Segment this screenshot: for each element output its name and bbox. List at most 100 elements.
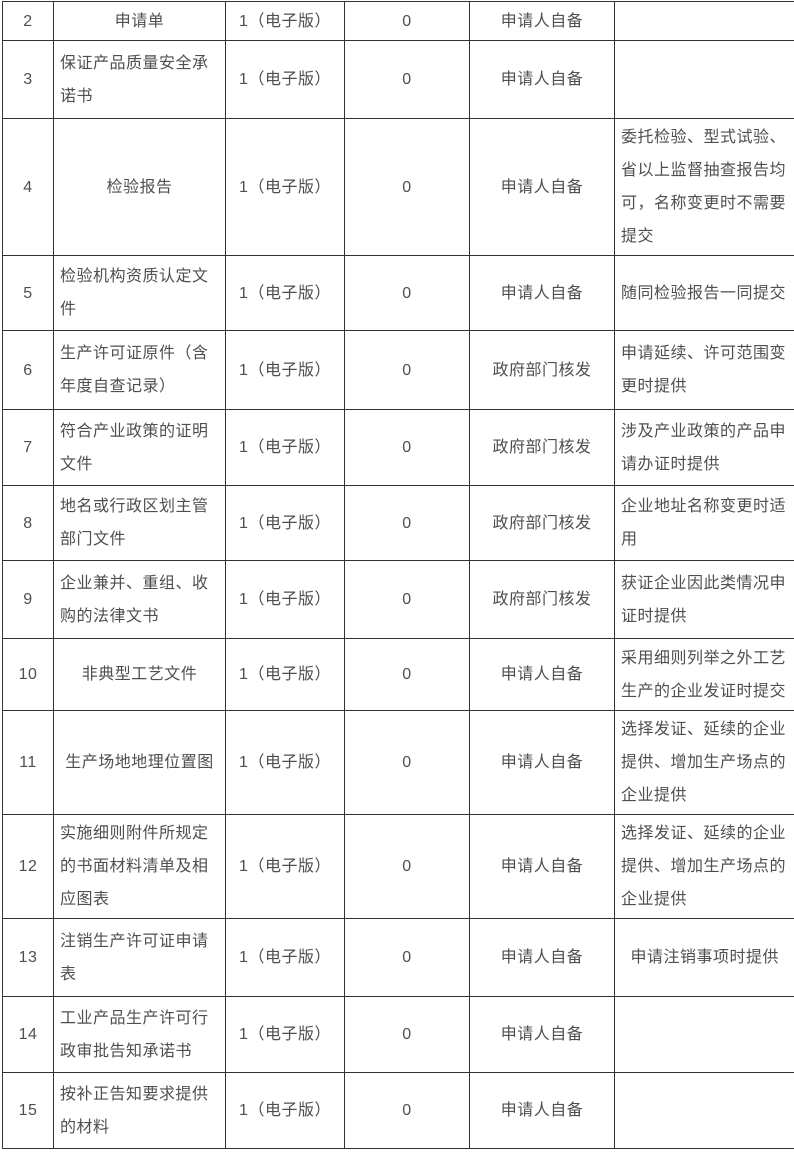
- source-cell: 申请人自备: [469, 638, 615, 711]
- quantity-cell: 1（电子版）: [225, 409, 345, 486]
- count-cell: 0: [344, 1072, 470, 1149]
- serial-number-cell: 10: [2, 638, 54, 711]
- quantity-cell: 1（电子版）: [225, 1072, 345, 1149]
- serial-number-cell: 8: [2, 485, 54, 561]
- count-cell: 0: [344, 409, 470, 486]
- count-cell: 0: [344, 330, 470, 410]
- material-name-cell: 生产许可证原件（含年度自查记录）: [53, 330, 226, 410]
- material-name-cell: 工业产品生产许可行政审批告知承诺书: [53, 996, 226, 1073]
- quantity-cell: 1（电子版）: [225, 710, 345, 815]
- source-cell: 申请人自备: [469, 255, 615, 331]
- source-cell: 申请人自备: [469, 996, 615, 1073]
- remark-cell: [614, 1, 794, 41]
- table-row: 4 检验报告 1（电子版） 0 申请人自备 委托检验、型式试验、省以上监督抽查报告均可，名…: [2, 118, 794, 256]
- material-name-cell: 检验报告: [53, 118, 226, 256]
- material-name-cell: 申请单: [53, 1, 226, 41]
- serial-number-cell: 2: [2, 1, 54, 41]
- count-cell: 0: [344, 814, 470, 919]
- count-cell: 0: [344, 485, 470, 561]
- count-cell: 0: [344, 255, 470, 331]
- material-name-cell: 保证产品质量安全承诺书: [53, 40, 226, 119]
- remark-cell: 选择发证、延续的企业提供、增加生产场点的企业提供: [614, 710, 794, 815]
- serial-number-cell: 14: [2, 996, 54, 1073]
- table-row: 12 实施细则附件所规定的书面材料清单及相应图表 1（电子版） 0 申请人自备 选择发证、…: [2, 814, 794, 919]
- remark-cell: 采用细则列举之外工艺生产的企业发证时提交: [614, 638, 794, 711]
- table-row: 6 生产许可证原件（含年度自查记录） 1（电子版） 0 政府部门核发 申请延续、许可范围变…: [2, 330, 794, 410]
- material-name-cell: 企业兼并、重组、收购的法律文书: [53, 560, 226, 639]
- serial-number-cell: 4: [2, 118, 54, 256]
- serial-number-cell: 5: [2, 255, 54, 331]
- material-name-cell: 实施细则附件所规定的书面材料清单及相应图表: [53, 814, 226, 919]
- table-row: 2 申请单 1（电子版） 0 申请人自备: [2, 1, 794, 41]
- count-cell: 0: [344, 918, 470, 997]
- remark-cell: 涉及产业政策的产品申请办证时提供: [614, 409, 794, 486]
- remark-cell: [614, 40, 794, 119]
- source-cell: 申请人自备: [469, 40, 615, 119]
- remark-cell: 委托检验、型式试验、省以上监督抽查报告均可，名称变更时不需要提交: [614, 118, 794, 256]
- table-row: 8 地名或行政区划主管部门文件 1（电子版） 0 政府部门核发 企业地址名称变更时适用: [2, 485, 794, 561]
- table-row: 3 保证产品质量安全承诺书 1（电子版） 0 申请人自备: [2, 40, 794, 119]
- count-cell: 0: [344, 40, 470, 119]
- remark-cell: 选择发证、延续的企业提供、增加生产场点的企业提供: [614, 814, 794, 919]
- remark-cell: 随同检验报告一同提交: [614, 255, 794, 331]
- serial-number-cell: 3: [2, 40, 54, 119]
- table-row: 7 符合产业政策的证明文件 1（电子版） 0 政府部门核发 涉及产业政策的产品申请办证时提…: [2, 409, 794, 486]
- material-name-cell: 符合产业政策的证明文件: [53, 409, 226, 486]
- count-cell: 0: [344, 1, 470, 41]
- source-cell: 政府部门核发: [469, 409, 615, 486]
- source-cell: 政府部门核发: [469, 485, 615, 561]
- remark-cell: 获证企业因此类情况申证时提供: [614, 560, 794, 639]
- material-name-cell: 按补正告知要求提供的材料: [53, 1072, 226, 1149]
- material-name-cell: 生产场地地理位置图: [53, 710, 226, 815]
- table-row: 11 生产场地地理位置图 1（电子版） 0 申请人自备 选择发证、延续的企业提供、增加生产…: [2, 710, 794, 815]
- quantity-cell: 1（电子版）: [225, 918, 345, 997]
- serial-number-cell: 6: [2, 330, 54, 410]
- serial-number-cell: 15: [2, 1072, 54, 1149]
- quantity-cell: 1（电子版）: [225, 330, 345, 410]
- remark-cell: [614, 1072, 794, 1149]
- quantity-cell: 1（电子版）: [225, 40, 345, 119]
- source-cell: 申请人自备: [469, 918, 615, 997]
- count-cell: 0: [344, 118, 470, 256]
- table-row: 15 按补正告知要求提供的材料 1（电子版） 0 申请人自备: [2, 1072, 794, 1149]
- remark-cell: 申请延续、许可范围变更时提供: [614, 330, 794, 410]
- count-cell: 0: [344, 710, 470, 815]
- quantity-cell: 1（电子版）: [225, 638, 345, 711]
- remark-cell: 企业地址名称变更时适用: [614, 485, 794, 561]
- source-cell: 申请人自备: [469, 1, 615, 41]
- quantity-cell: 1（电子版）: [225, 560, 345, 639]
- serial-number-cell: 11: [2, 710, 54, 815]
- source-cell: 政府部门核发: [469, 560, 615, 639]
- source-cell: 政府部门核发: [469, 330, 615, 410]
- serial-number-cell: 9: [2, 560, 54, 639]
- table-row: 10 非典型工艺文件 1（电子版） 0 申请人自备 采用细则列举之外工艺生产的企业发证时提…: [2, 638, 794, 711]
- table-row: 14 工业产品生产许可行政审批告知承诺书 1（电子版） 0 申请人自备: [2, 996, 794, 1073]
- remark-cell: [614, 996, 794, 1073]
- source-cell: 申请人自备: [469, 118, 615, 256]
- material-name-cell: 检验机构资质认定文件: [53, 255, 226, 331]
- table-row: 9 企业兼并、重组、收购的法律文书 1（电子版） 0 政府部门核发 获证企业因此类情况申证…: [2, 560, 794, 639]
- quantity-cell: 1（电子版）: [225, 1, 345, 41]
- serial-number-cell: 7: [2, 409, 54, 486]
- count-cell: 0: [344, 560, 470, 639]
- source-cell: 申请人自备: [469, 814, 615, 919]
- source-cell: 申请人自备: [469, 710, 615, 815]
- quantity-cell: 1（电子版）: [225, 814, 345, 919]
- quantity-cell: 1（电子版）: [225, 118, 345, 256]
- source-cell: 申请人自备: [469, 1072, 615, 1149]
- material-name-cell: 非典型工艺文件: [53, 638, 226, 711]
- quantity-cell: 1（电子版）: [225, 485, 345, 561]
- quantity-cell: 1（电子版）: [225, 255, 345, 331]
- quantity-cell: 1（电子版）: [225, 996, 345, 1073]
- material-name-cell: 地名或行政区划主管部门文件: [53, 485, 226, 561]
- serial-number-cell: 13: [2, 918, 54, 997]
- table-row: 13 注销生产许可证申请表 1（电子版） 0 申请人自备 申请注销事项时提供: [2, 918, 794, 997]
- serial-number-cell: 12: [2, 814, 54, 919]
- material-name-cell: 注销生产许可证申请表: [53, 918, 226, 997]
- remark-cell: 申请注销事项时提供: [614, 918, 794, 997]
- count-cell: 0: [344, 996, 470, 1073]
- count-cell: 0: [344, 638, 470, 711]
- table-row: 5 检验机构资质认定文件 1（电子版） 0 申请人自备 随同检验报告一同提交: [2, 255, 794, 331]
